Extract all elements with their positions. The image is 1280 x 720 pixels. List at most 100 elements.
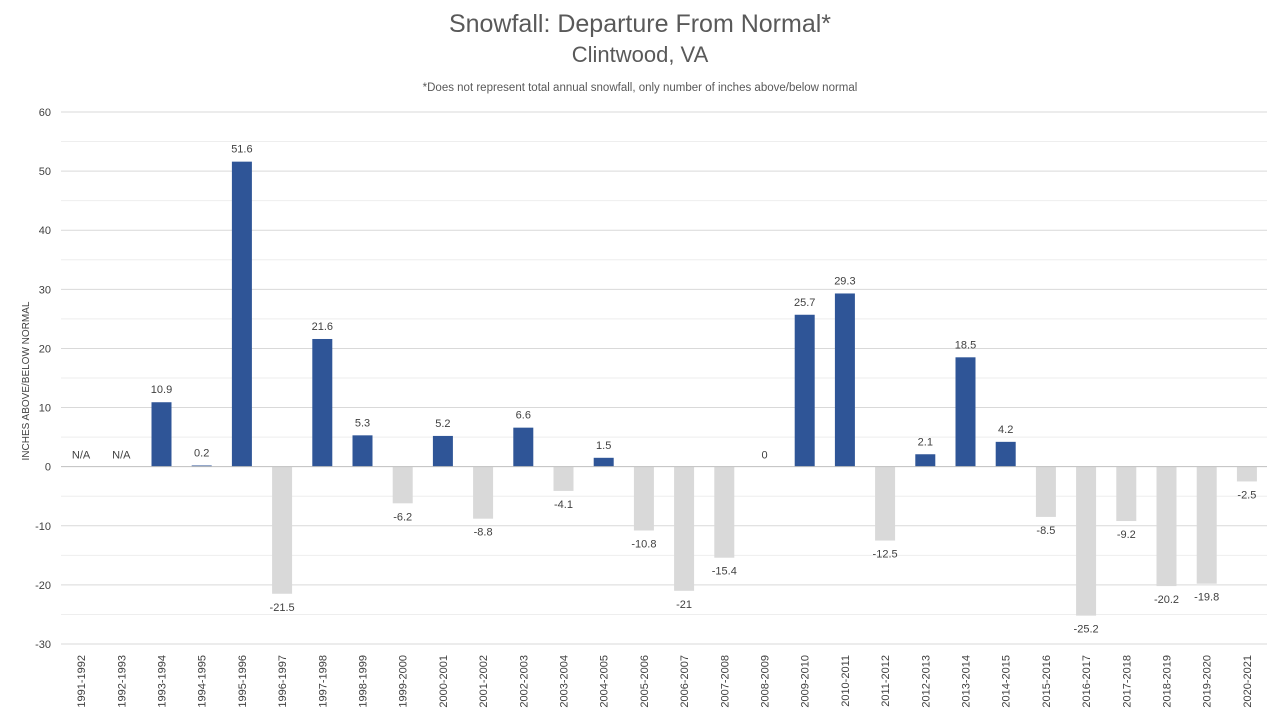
x-tick-label: 1992-1993	[116, 655, 128, 708]
y-tick-label: 30	[39, 284, 51, 296]
x-tick-label: 2005-2006	[639, 655, 651, 708]
data-label: 4.2	[998, 424, 1013, 436]
bar	[593, 457, 614, 467]
y-tick-label: -30	[35, 639, 51, 651]
x-tick-label: 2000-2001	[438, 655, 450, 708]
bar	[231, 161, 252, 467]
data-label: 25.7	[794, 297, 815, 309]
chart-note: *Does not represent total annual snowfal…	[422, 82, 858, 94]
x-tick-label: 2020-2021	[1242, 655, 1254, 708]
chart-title: Snowfall: Departure From Normal*	[448, 10, 832, 38]
bar	[1236, 466, 1257, 482]
bar	[352, 435, 373, 467]
y-tick-label: -20	[35, 580, 51, 592]
bar	[392, 466, 413, 504]
data-label: -8.5	[1036, 525, 1055, 537]
data-labels: N/A N/A 10.9 0.2 51.6 -21.5 21.6 5.3 -6.2 5.2 -8.8…	[72, 144, 1256, 636]
x-tick-label: 2002-2003	[518, 655, 530, 708]
x-tick-label: 2009-2010	[800, 655, 812, 708]
bar	[915, 454, 936, 467]
x-tick-label: 2012-2013	[920, 655, 932, 708]
x-tick-label: 1993-1994	[157, 655, 169, 708]
bar	[1116, 466, 1137, 522]
data-label: -2.5	[1237, 489, 1256, 501]
x-tick-label: 1999-2000	[398, 655, 410, 708]
x-tick-label: 2003-2004	[559, 655, 571, 708]
bar	[1196, 466, 1217, 584]
bar	[674, 466, 695, 591]
bar	[1076, 466, 1097, 616]
data-label: -4.1	[554, 499, 573, 511]
data-label: -6.2	[393, 511, 412, 523]
x-tick-label: 1998-1999	[358, 655, 370, 708]
data-label: 6.6	[516, 410, 531, 422]
data-label: -19.8	[1194, 592, 1219, 604]
bar	[513, 427, 534, 467]
x-tick-label: 1996-1997	[277, 655, 289, 708]
x-tick-label: 2018-2019	[1162, 655, 1174, 708]
data-label: 10.9	[151, 384, 172, 396]
data-label: N/A	[112, 450, 131, 462]
data-label: 1.5	[596, 440, 611, 452]
bar	[633, 466, 654, 531]
bar	[312, 338, 333, 467]
gridlines	[61, 111, 1267, 645]
x-tick-label: 2010-2011	[840, 655, 852, 707]
x-tick-label: 2004-2005	[599, 655, 611, 708]
x-tick-label: 2016-2017	[1081, 655, 1093, 708]
bar	[191, 465, 212, 467]
x-tick-label: 2013-2014	[961, 655, 973, 708]
data-label: 0.2	[194, 447, 209, 459]
y-tick-label: 50	[39, 166, 51, 178]
data-label: -25.2	[1074, 624, 1099, 636]
bar	[875, 466, 896, 541]
bar	[473, 466, 494, 519]
data-label: 0	[761, 450, 767, 462]
x-tick-label: 2017-2018	[1121, 655, 1133, 708]
bar	[1156, 466, 1177, 587]
y-tick-label: 0	[45, 462, 51, 474]
x-tick-label: 2011-2012	[880, 655, 892, 707]
data-label: 18.5	[955, 339, 976, 351]
x-tick-label: 1994-1995	[197, 655, 209, 708]
bar	[151, 402, 172, 467]
bar	[1035, 466, 1056, 517]
bar	[794, 314, 815, 467]
data-label: N/A	[72, 450, 91, 462]
bar	[955, 357, 976, 467]
data-label: -20.2	[1154, 594, 1179, 606]
x-tick-label: 2014-2015	[1001, 655, 1013, 708]
y-axis-label: INCHES ABOVE/BELOW NORMAL	[21, 301, 32, 460]
bar	[432, 435, 453, 467]
data-label: 51.6	[231, 144, 252, 156]
x-tick-labels: 1991-1992 1992-1993 1993-1994 1994-1995 1995…	[76, 655, 1254, 708]
y-tick-label: 60	[39, 107, 51, 119]
bar	[553, 466, 574, 491]
bars	[151, 161, 1257, 616]
x-tick-label: 2006-2007	[679, 655, 691, 708]
data-label: -12.5	[873, 549, 898, 561]
x-tick-label: 1991-1992	[76, 655, 88, 708]
y-tick-label: 40	[39, 225, 51, 237]
data-label: -21	[676, 599, 692, 611]
x-tick-label: 2015-2016	[1041, 655, 1053, 708]
bar	[272, 466, 293, 594]
data-label: -9.2	[1117, 529, 1136, 541]
data-label: -10.8	[631, 539, 656, 551]
data-label: 5.3	[355, 417, 370, 429]
y-tick-label: 10	[39, 403, 51, 415]
data-label: 2.1	[918, 436, 933, 448]
data-label: 29.3	[834, 275, 855, 287]
data-label: -15.4	[712, 566, 737, 578]
x-tick-label: 2007-2008	[719, 655, 731, 708]
chart-subtitle: Clintwood, VA	[571, 42, 709, 67]
data-label: -21.5	[270, 602, 295, 614]
x-tick-label: 2001-2002	[478, 655, 490, 708]
x-tick-label: 1995-1996	[237, 655, 249, 708]
y-tick-label: 20	[39, 343, 51, 355]
x-tick-label: 2019-2020	[1202, 655, 1214, 708]
bar	[834, 293, 855, 467]
data-label: 5.2	[435, 418, 450, 430]
y-tick-label: -10	[35, 521, 51, 533]
